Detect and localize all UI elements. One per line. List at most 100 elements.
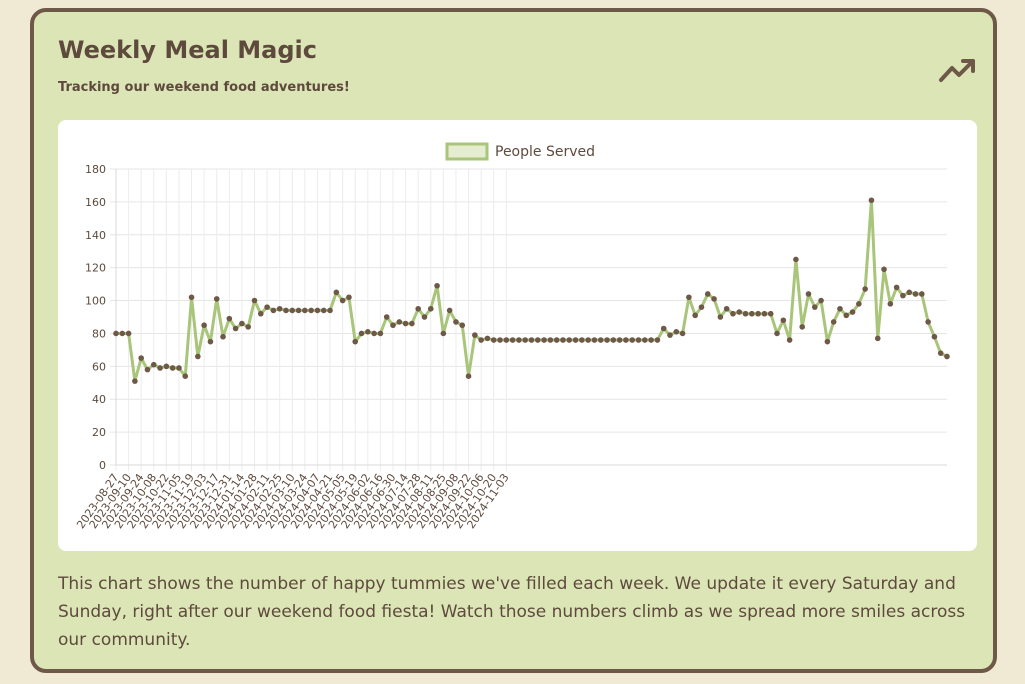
data-point[interactable] — [383, 314, 390, 320]
data-point[interactable] — [660, 325, 667, 332]
data-point[interactable] — [207, 338, 214, 345]
data-point[interactable] — [830, 319, 837, 325]
data-point[interactable] — [723, 305, 730, 312]
data-point[interactable] — [862, 286, 868, 292]
data-point[interactable] — [257, 310, 264, 317]
data-point[interactable] — [427, 305, 434, 312]
data-point[interactable] — [276, 305, 283, 312]
data-point[interactable] — [547, 337, 554, 343]
data-point[interactable] — [767, 310, 774, 317]
data-point[interactable] — [667, 332, 673, 338]
data-point[interactable] — [642, 337, 648, 343]
chart-legend[interactable]: People Served — [445, 142, 595, 161]
data-point[interactable] — [799, 324, 806, 330]
data-point[interactable] — [327, 307, 333, 314]
data-point[interactable] — [503, 337, 510, 343]
data-point[interactable] — [679, 330, 686, 337]
data-point[interactable] — [604, 337, 610, 343]
data-point[interactable] — [459, 322, 466, 329]
data-point[interactable] — [931, 333, 938, 340]
data-point[interactable] — [220, 333, 226, 340]
data-point[interactable] — [213, 296, 220, 302]
data-point[interactable] — [138, 355, 144, 361]
data-point[interactable] — [824, 338, 831, 345]
data-point[interactable] — [245, 324, 252, 330]
data-point[interactable] — [522, 337, 529, 343]
data-point[interactable] — [704, 291, 711, 297]
data-point[interactable] — [553, 337, 560, 343]
data-point[interactable] — [610, 337, 617, 343]
data-point[interactable] — [169, 365, 176, 371]
data-point[interactable] — [811, 304, 818, 310]
data-point[interactable] — [560, 337, 566, 343]
data-point[interactable] — [874, 335, 881, 342]
data-point[interactable] — [509, 337, 516, 343]
data-point[interactable] — [528, 337, 535, 343]
data-point[interactable] — [497, 337, 503, 343]
data-point[interactable] — [490, 337, 497, 343]
data-point[interactable] — [150, 361, 157, 368]
data-point[interactable] — [390, 322, 396, 329]
data-point[interactable] — [572, 337, 579, 343]
data-point[interactable] — [339, 297, 346, 304]
data-point[interactable] — [484, 335, 491, 342]
data-point[interactable] — [541, 337, 547, 343]
data-point[interactable] — [585, 337, 591, 343]
data-point[interactable] — [761, 310, 768, 317]
data-point[interactable] — [365, 329, 371, 335]
data-point[interactable] — [925, 319, 931, 325]
data-point[interactable] — [818, 297, 824, 304]
data-point[interactable] — [623, 337, 629, 343]
data-point[interactable] — [591, 337, 598, 343]
data-point[interactable] — [440, 330, 447, 337]
data-point[interactable] — [195, 353, 201, 360]
data-point[interactable] — [654, 337, 661, 343]
data-point[interactable] — [125, 330, 132, 337]
data-point[interactable] — [113, 330, 119, 337]
data-point[interactable] — [251, 297, 258, 304]
data-point[interactable] — [333, 289, 340, 296]
data-point[interactable] — [837, 305, 843, 312]
data-point[interactable] — [843, 312, 850, 319]
data-point[interactable] — [371, 330, 377, 337]
data-point[interactable] — [295, 307, 302, 314]
data-point[interactable] — [692, 312, 698, 319]
data-point[interactable] — [887, 301, 894, 307]
data-point[interactable] — [144, 366, 151, 373]
data-point[interactable] — [478, 337, 484, 343]
data-point[interactable] — [717, 314, 724, 320]
data-point[interactable] — [755, 310, 761, 317]
data-point[interactable] — [780, 317, 787, 324]
data-point[interactable] — [201, 322, 207, 329]
data-point[interactable] — [402, 320, 409, 327]
data-point[interactable] — [635, 337, 642, 343]
data-point[interactable] — [157, 365, 163, 371]
data-point[interactable] — [868, 197, 875, 204]
data-point[interactable] — [163, 363, 170, 370]
data-point[interactable] — [239, 320, 245, 327]
data-point[interactable] — [119, 330, 126, 337]
data-point[interactable] — [446, 307, 453, 314]
data-point[interactable] — [893, 284, 900, 291]
data-point[interactable] — [944, 353, 950, 360]
data-point[interactable] — [579, 337, 585, 343]
data-point[interactable] — [906, 289, 913, 296]
data-point[interactable] — [188, 294, 195, 301]
data-point[interactable] — [937, 350, 944, 356]
data-point[interactable] — [919, 291, 925, 297]
data-point[interactable] — [698, 304, 705, 310]
data-point[interactable] — [711, 296, 717, 302]
data-point[interactable] — [730, 310, 736, 317]
data-point[interactable] — [786, 337, 793, 343]
data-point[interactable] — [849, 309, 856, 315]
data-point[interactable] — [616, 337, 623, 343]
data-point[interactable] — [472, 332, 478, 338]
data-point[interactable] — [881, 266, 887, 273]
data-point[interactable] — [283, 307, 289, 314]
data-point[interactable] — [516, 337, 522, 343]
data-point[interactable] — [396, 319, 403, 325]
data-point[interactable] — [320, 307, 327, 314]
data-point[interactable] — [686, 294, 692, 301]
data-point[interactable] — [232, 325, 239, 332]
data-point[interactable] — [856, 301, 862, 307]
